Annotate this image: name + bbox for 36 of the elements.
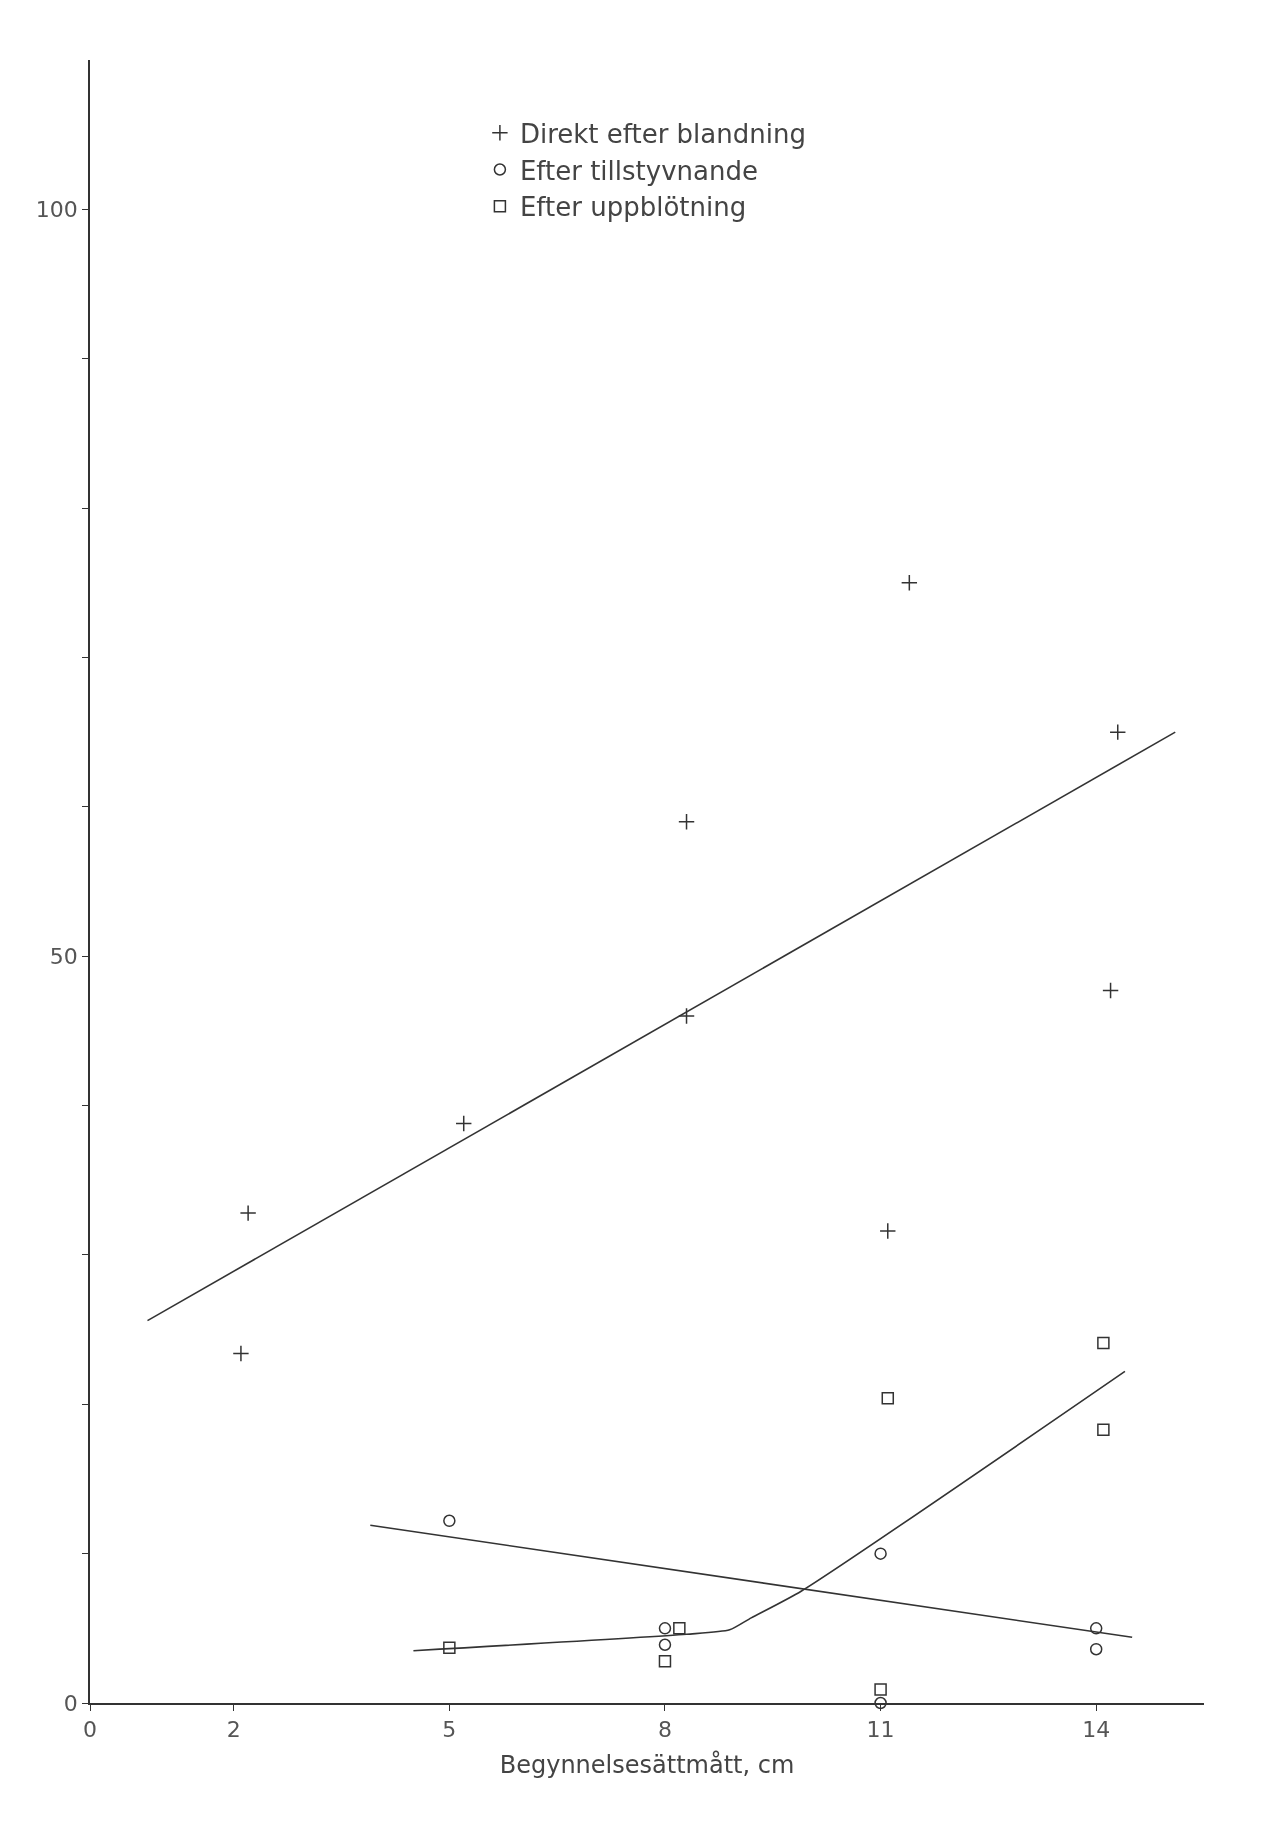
- point: [874, 1547, 887, 1560]
- legend-label: Efter uppblötning: [519, 192, 747, 223]
- point: [874, 1683, 887, 1696]
- point: [455, 1115, 473, 1132]
- legend-label: Efter tillstyvnande: [519, 155, 758, 186]
- point: [1089, 1642, 1103, 1656]
- point: [658, 1638, 672, 1651]
- point: [879, 1222, 897, 1240]
- point: [1109, 723, 1127, 741]
- point: [678, 1007, 695, 1025]
- point: [443, 1514, 456, 1528]
- point: [658, 1654, 672, 1668]
- point: [443, 1641, 456, 1654]
- point: [1097, 1423, 1110, 1436]
- point: [881, 1392, 895, 1405]
- y-tick-label: 100: [35, 197, 78, 223]
- x-tick-label: 11: [866, 1717, 895, 1743]
- point: [1102, 982, 1120, 999]
- y-tick-label: 50: [49, 943, 78, 969]
- point: [900, 574, 918, 592]
- point: [673, 1622, 686, 1635]
- x-axis-title: Begynnelsesättmått, cm: [499, 1749, 795, 1779]
- x-tick-label: 14: [1082, 1717, 1111, 1743]
- y-tick-label: 0: [63, 1690, 78, 1716]
- point: [1097, 1336, 1110, 1350]
- legend-label: Direkt efter blandning: [519, 118, 806, 149]
- x-tick-label: 8: [657, 1717, 672, 1743]
- point: [1089, 1622, 1103, 1635]
- point: [874, 1696, 887, 1710]
- x-tick-label: 5: [442, 1717, 457, 1743]
- x-tick-label: 0: [83, 1717, 97, 1743]
- point: [658, 1622, 672, 1635]
- x-tick-label: 2: [226, 1717, 241, 1743]
- point: [232, 1345, 250, 1362]
- point: [678, 813, 695, 831]
- point: [239, 1204, 257, 1222]
